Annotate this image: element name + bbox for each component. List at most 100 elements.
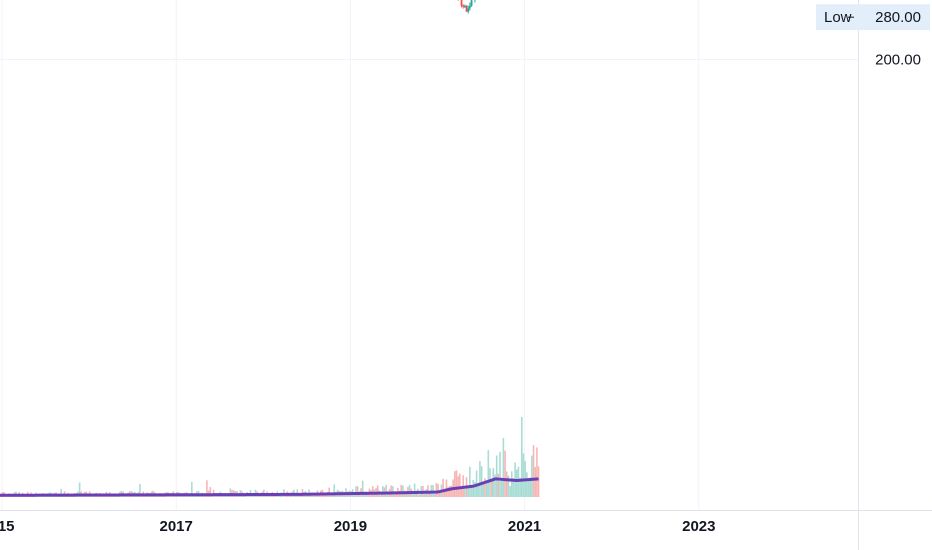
volume-bar <box>237 495 240 497</box>
volume-bar <box>454 471 456 497</box>
volume-bar <box>482 483 485 497</box>
volume-bar <box>221 495 223 497</box>
volume-bar <box>500 479 503 497</box>
volume-bar <box>206 480 208 497</box>
candle-body <box>462 5 465 7</box>
volume-bar <box>507 475 510 497</box>
low-tag-label: Low <box>824 9 852 26</box>
volume-bar <box>526 472 528 497</box>
volume-bar <box>495 455 498 497</box>
volume-bar <box>253 495 255 497</box>
volume-bar <box>353 494 356 497</box>
volume-bar <box>445 479 448 497</box>
low-tag-value: 280.00 <box>875 9 921 26</box>
volume-bar <box>325 494 327 497</box>
candle-body <box>467 8 470 12</box>
low-tag-bg <box>816 4 930 31</box>
volume-bar <box>217 495 220 497</box>
volume-bar <box>512 478 515 497</box>
volume-bar <box>423 493 426 497</box>
price-candles <box>457 0 476 14</box>
y-tick-label: 200.00 <box>875 51 921 68</box>
volume-bar <box>428 491 431 497</box>
volume-bar <box>418 494 421 497</box>
volume-bar <box>393 494 396 497</box>
volume-bar <box>450 485 453 497</box>
volume-bar <box>390 485 392 497</box>
volume-bar <box>485 483 488 497</box>
volume-bar <box>529 477 531 497</box>
volume-bar <box>294 494 297 497</box>
volume-bar <box>395 493 397 497</box>
volume-bar <box>504 450 506 497</box>
volume-bar <box>214 495 217 497</box>
volume-bar <box>376 485 379 497</box>
volume-bar <box>489 468 491 497</box>
volume-bar <box>298 495 300 497</box>
volume-bar <box>413 483 416 497</box>
volume-bar <box>281 495 284 497</box>
x-tick-label: 2023 <box>682 518 715 535</box>
volume-bar <box>487 450 490 497</box>
volume-bar <box>433 494 436 497</box>
volume-bar <box>505 471 508 497</box>
volume-bar <box>459 473 461 497</box>
volume-bar <box>536 447 538 497</box>
volume-bar <box>519 477 521 497</box>
volume-bar <box>408 484 411 497</box>
price-tags: 1217.351099.75982.20878.90769.70High1247… <box>816 4 930 31</box>
volume-bar <box>443 491 446 497</box>
volume-bar <box>174 495 176 497</box>
volume-bar <box>467 486 470 497</box>
volume-bar <box>448 485 451 497</box>
x-tick-label: 2019 <box>334 518 367 535</box>
volume-bar <box>313 494 315 497</box>
x-axis[interactable]: 015 2017 2019 2021 2023 <box>0 518 715 535</box>
volume-bar <box>412 491 414 497</box>
volume-bar <box>499 451 501 497</box>
volume-bar <box>490 478 493 497</box>
volume-bar <box>531 455 533 497</box>
volume-bar <box>405 493 408 497</box>
volume-bar <box>400 484 403 497</box>
volume-bar <box>527 480 530 497</box>
volume-bar <box>229 488 232 497</box>
volume-bar <box>274 495 277 497</box>
volume-bar <box>366 492 369 497</box>
volume-bar <box>247 495 250 497</box>
volume-bar <box>470 485 473 497</box>
volume-bar <box>60 488 62 497</box>
x-tick-label: 015 <box>0 518 15 535</box>
volume-bar <box>438 491 441 497</box>
volume-bar <box>479 461 481 497</box>
volume-bar <box>333 484 336 497</box>
volume-average-line <box>0 477 539 497</box>
volume-bar <box>509 486 511 497</box>
x-tick-label: 2017 <box>160 518 193 535</box>
volume-bar <box>464 485 466 497</box>
volume-bar <box>139 483 141 497</box>
volume-bar <box>288 495 290 497</box>
volume-bar <box>510 471 513 497</box>
volume-bar <box>279 495 282 497</box>
candle-body <box>465 5 468 12</box>
volume-bar <box>191 481 193 497</box>
x-tick-label: 2021 <box>508 518 541 535</box>
volume-bar <box>328 487 330 497</box>
volume-bar <box>492 468 495 497</box>
volume-bar <box>435 483 438 497</box>
y-axis[interactable]: 1600.001400.00600.00400.00200.00 <box>867 0 921 68</box>
volume-bar <box>385 484 387 497</box>
volume-bar <box>522 453 525 497</box>
volume-bar <box>381 486 384 497</box>
volume-bar <box>515 469 518 497</box>
volume-bar <box>380 492 382 497</box>
volume-bar <box>537 466 540 497</box>
volume-bar <box>356 486 359 497</box>
volume-bar <box>477 484 480 497</box>
volume-bar <box>209 487 212 497</box>
volume-bar <box>484 478 486 497</box>
volume-bars <box>0 417 540 497</box>
